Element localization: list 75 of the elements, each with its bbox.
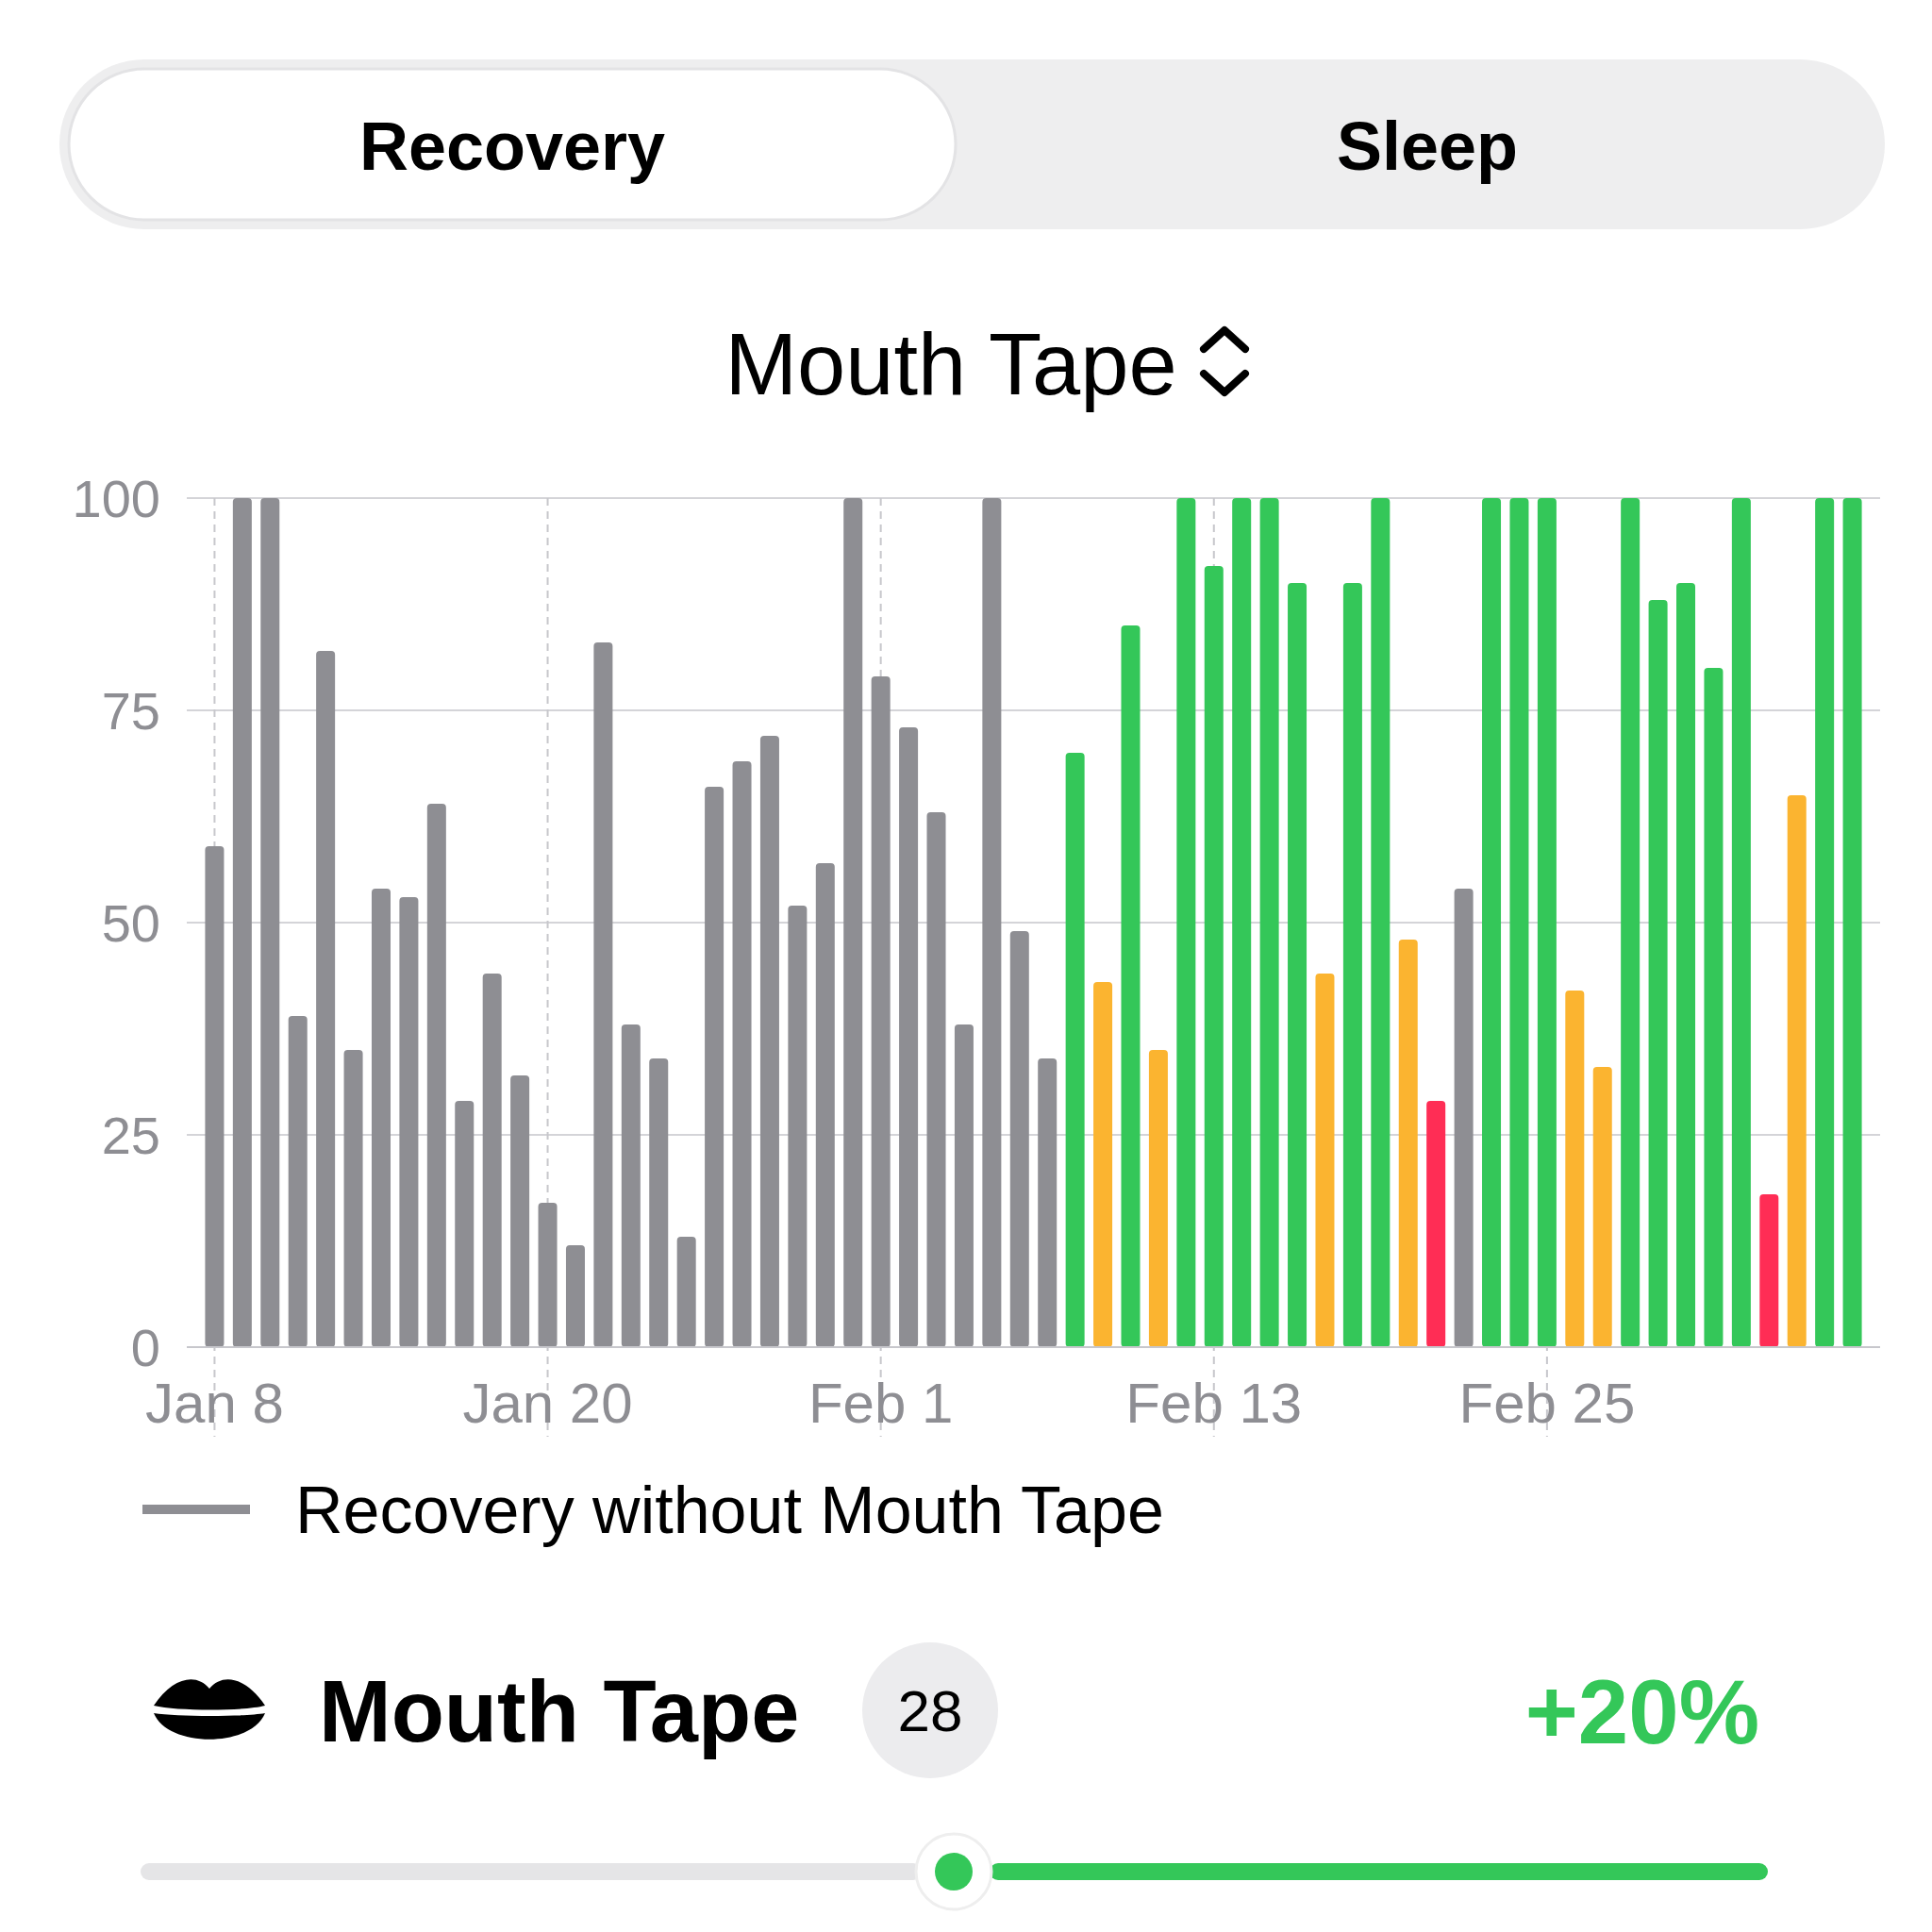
bar xyxy=(1009,931,1029,1347)
bar xyxy=(843,498,863,1347)
bar xyxy=(676,1237,696,1347)
y-tick-label: 100 xyxy=(72,468,160,528)
x-tick-label: Feb 1 xyxy=(808,1372,954,1435)
bar xyxy=(982,498,1002,1347)
bar xyxy=(426,804,446,1347)
bar xyxy=(565,1245,585,1347)
bar xyxy=(538,1203,558,1347)
bar xyxy=(1038,1058,1058,1347)
bar xyxy=(1482,498,1502,1347)
bar xyxy=(1288,583,1307,1347)
bar xyxy=(1759,1194,1779,1347)
bar xyxy=(1731,498,1751,1347)
bar xyxy=(1121,625,1141,1347)
bar xyxy=(288,1016,308,1347)
bar xyxy=(899,727,919,1347)
bar xyxy=(649,1058,669,1347)
bar xyxy=(871,676,891,1347)
x-tick-label: Feb 25 xyxy=(1458,1372,1636,1435)
bar xyxy=(954,1024,974,1347)
bar xyxy=(788,906,808,1347)
x-tick-label: Jan 20 xyxy=(462,1372,633,1435)
bar xyxy=(1815,498,1835,1347)
bar xyxy=(593,642,613,1347)
bar xyxy=(1621,498,1641,1347)
bar xyxy=(926,812,946,1347)
bar xyxy=(316,651,336,1347)
bar xyxy=(705,787,724,1347)
x-tick-label: Feb 13 xyxy=(1125,1372,1303,1435)
bar xyxy=(1315,974,1335,1347)
bar xyxy=(1065,753,1085,1347)
chart-title: Mouth Tape xyxy=(724,316,1177,412)
bar xyxy=(1342,583,1362,1347)
bar xyxy=(1537,498,1557,1347)
bar xyxy=(1259,498,1279,1347)
bar xyxy=(399,897,419,1347)
bar xyxy=(732,761,752,1347)
bar xyxy=(1148,1050,1168,1347)
y-tick-label: 25 xyxy=(101,1105,160,1165)
text: Mouth Tape xyxy=(319,1663,800,1759)
bar xyxy=(260,498,280,1347)
legend-label: Recovery without Mouth Tape xyxy=(295,1473,1164,1547)
bar xyxy=(1704,668,1724,1347)
bar xyxy=(205,846,225,1347)
bar xyxy=(1509,498,1529,1347)
bar xyxy=(1093,982,1113,1347)
bar xyxy=(455,1101,475,1347)
bar xyxy=(482,974,502,1347)
bar xyxy=(1426,1101,1446,1347)
text: +20% xyxy=(1524,1661,1759,1762)
bar xyxy=(1398,940,1418,1347)
bar xyxy=(1176,498,1196,1347)
bar xyxy=(621,1024,641,1347)
bar xyxy=(371,889,391,1347)
bar xyxy=(815,863,835,1347)
bar xyxy=(1371,498,1391,1347)
bar xyxy=(1842,498,1862,1347)
bar xyxy=(510,1075,530,1347)
bar xyxy=(1565,991,1585,1347)
bar xyxy=(232,498,252,1347)
bar xyxy=(1676,583,1696,1347)
bar xyxy=(1232,498,1252,1347)
y-tick-label: 50 xyxy=(101,892,160,953)
bar xyxy=(1648,600,1668,1347)
text: Sleep xyxy=(1336,108,1519,184)
bar xyxy=(343,1050,363,1347)
text: Recovery xyxy=(358,108,666,184)
bar xyxy=(1454,889,1474,1347)
bar xyxy=(1592,1067,1612,1347)
text: 28 xyxy=(897,1677,963,1743)
bar xyxy=(1204,566,1224,1347)
y-tick-label: 75 xyxy=(101,680,160,741)
bar xyxy=(1787,795,1807,1347)
bar xyxy=(759,736,779,1347)
